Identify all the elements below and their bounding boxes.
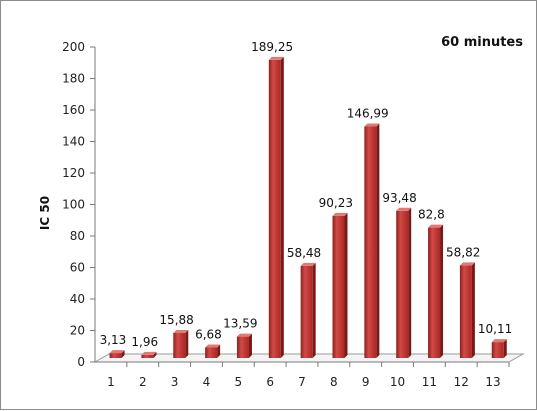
bar bbox=[205, 344, 221, 358]
bar bbox=[109, 350, 125, 358]
bar bbox=[332, 212, 348, 358]
x-tick-label: 13 bbox=[485, 375, 500, 389]
bar-side bbox=[312, 262, 316, 358]
x-tick-label: 10 bbox=[390, 375, 405, 389]
data-label: 93,48 bbox=[382, 191, 416, 205]
bar-front bbox=[364, 126, 377, 358]
bar-side bbox=[280, 56, 284, 359]
bar-side bbox=[408, 207, 412, 358]
bar-side bbox=[217, 344, 221, 358]
bar-front bbox=[141, 354, 154, 358]
bar-side bbox=[376, 123, 380, 358]
x-tick-label: 9 bbox=[362, 375, 370, 389]
y-tick-label: 80 bbox=[70, 229, 85, 243]
bar-top bbox=[428, 224, 444, 228]
bar-top bbox=[364, 123, 380, 127]
bar-side bbox=[121, 350, 125, 358]
bar-top bbox=[459, 262, 475, 266]
bar-front bbox=[332, 215, 345, 358]
bar-top bbox=[491, 339, 507, 343]
bar-top bbox=[300, 262, 316, 266]
bar-top bbox=[173, 329, 189, 333]
bar bbox=[236, 333, 252, 358]
y-tick-label: 60 bbox=[70, 261, 85, 275]
bar bbox=[491, 339, 507, 358]
bar-top bbox=[332, 212, 348, 216]
bars bbox=[109, 56, 507, 359]
data-label: 10,11 bbox=[478, 322, 512, 336]
data-label: 90,23 bbox=[319, 196, 353, 210]
bar-top bbox=[205, 344, 221, 348]
data-label: 1,96 bbox=[131, 335, 158, 349]
x-tick-label: 7 bbox=[298, 375, 306, 389]
data-label: 58,48 bbox=[287, 246, 321, 260]
bar-side bbox=[153, 351, 157, 358]
bar-front bbox=[491, 342, 504, 358]
bar-side bbox=[248, 333, 252, 358]
x-tick-label: 11 bbox=[422, 375, 437, 389]
y-tick-label: 100 bbox=[62, 198, 85, 212]
bar-top bbox=[268, 56, 284, 60]
x-tick-label: 12 bbox=[454, 375, 469, 389]
bar-top bbox=[236, 333, 252, 337]
y-tick-label: 180 bbox=[62, 72, 85, 86]
data-label: 15,88 bbox=[159, 313, 193, 327]
bar bbox=[173, 329, 189, 358]
data-label: 189,25 bbox=[251, 40, 293, 54]
y-tick-label: 120 bbox=[62, 166, 85, 180]
bar-front bbox=[205, 347, 218, 358]
data-label: 3,13 bbox=[100, 333, 127, 347]
bar-side bbox=[503, 339, 507, 358]
bar bbox=[141, 351, 157, 358]
y-tick-label: 40 bbox=[70, 292, 85, 306]
y-tick-label: 160 bbox=[62, 103, 85, 117]
bar bbox=[268, 56, 284, 359]
data-label: 13,59 bbox=[223, 317, 257, 331]
y-tick-label: 20 bbox=[70, 324, 85, 338]
x-tick-label: 5 bbox=[234, 375, 242, 389]
bar-front bbox=[428, 227, 441, 358]
x-tick-label: 6 bbox=[266, 375, 274, 389]
bar-top bbox=[109, 350, 125, 354]
data-label: 6,68 bbox=[195, 327, 222, 341]
x-tick-label: 2 bbox=[139, 375, 147, 389]
bar-front bbox=[396, 210, 409, 358]
bar-front bbox=[173, 332, 186, 358]
bar-side bbox=[440, 224, 444, 358]
y-tick-label: 140 bbox=[62, 135, 85, 149]
bar-front bbox=[300, 265, 313, 358]
bar bbox=[364, 123, 380, 358]
y-tick-label: 0 bbox=[77, 355, 85, 369]
bar-top bbox=[141, 351, 157, 355]
data-label: 146,99 bbox=[347, 106, 389, 120]
data-label: 58,82 bbox=[446, 245, 480, 259]
labels: 0 20 40 60 80 100 120 140 160 180 200 1 3,13 2 1,96 3 15… bbox=[62, 40, 512, 389]
x-tick-label: 3 bbox=[171, 375, 179, 389]
bar-front bbox=[268, 59, 281, 359]
bar-front bbox=[236, 336, 249, 358]
y-axis-title: IC 50 bbox=[38, 196, 52, 230]
bar bbox=[396, 207, 412, 358]
bar-side bbox=[185, 329, 189, 358]
bar-side bbox=[471, 262, 475, 358]
bar bbox=[428, 224, 444, 358]
bar-side bbox=[344, 212, 348, 358]
x-tick-label: 1 bbox=[107, 375, 115, 389]
bar-top bbox=[396, 207, 412, 211]
bar bbox=[300, 262, 316, 358]
bar bbox=[459, 262, 475, 358]
y-tick-label: 200 bbox=[62, 40, 85, 54]
data-label: 82,8 bbox=[418, 208, 445, 222]
chart-title: 60 minutes bbox=[441, 35, 523, 50]
x-tick-label: 8 bbox=[330, 375, 338, 389]
bar-front bbox=[459, 265, 472, 358]
x-tick-label: 4 bbox=[203, 375, 211, 389]
bar-front bbox=[109, 353, 122, 358]
